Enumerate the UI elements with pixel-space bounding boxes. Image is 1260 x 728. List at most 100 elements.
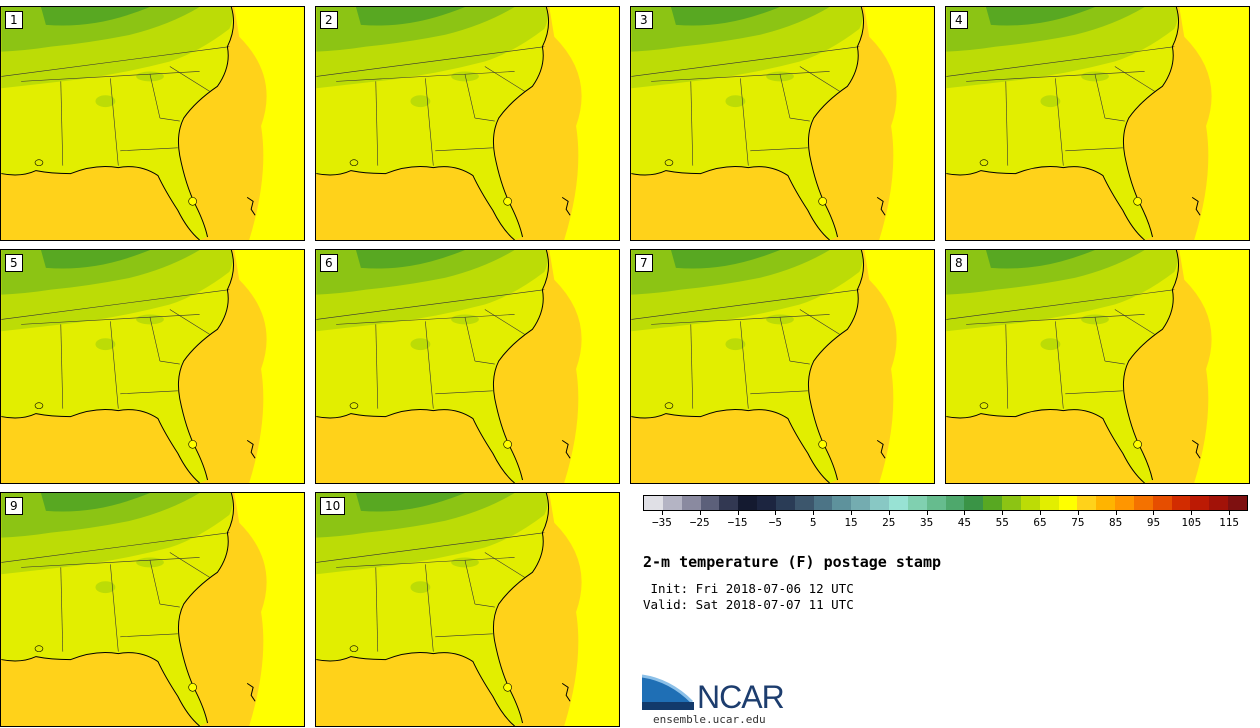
colorbar-tick bbox=[964, 511, 966, 515]
colorbar-segment bbox=[719, 496, 739, 510]
temperature-map bbox=[316, 493, 619, 726]
colorbar-segment bbox=[832, 496, 852, 510]
colorbar-tick bbox=[1040, 511, 1042, 515]
colorbar-segment bbox=[1152, 496, 1172, 510]
colorbar-tick-label: −15 bbox=[727, 516, 748, 529]
colorbar bbox=[643, 495, 1248, 511]
colorbar-segment bbox=[1058, 496, 1078, 510]
temperature-map bbox=[1, 493, 304, 726]
colorbar-segment bbox=[1209, 496, 1229, 510]
valid-time: Valid: Sat 2018-07-07 11 UTC bbox=[643, 597, 854, 612]
stamp-panel-2: 2 bbox=[315, 6, 620, 241]
colorbar-ticks: −35 −25 −15 −5 5 15 25 35 45 55 65 75 85 95 105 115 bbox=[643, 511, 1248, 531]
panel-number: 5 bbox=[5, 254, 23, 272]
stamp-panel-5: 5 bbox=[0, 249, 305, 484]
colorbar-tick-label: 45 bbox=[957, 516, 972, 529]
panel-number: 10 bbox=[320, 497, 346, 515]
colorbar-tick-label: 35 bbox=[919, 516, 934, 529]
colorbar-segment bbox=[794, 496, 814, 510]
temperature-map bbox=[1, 7, 304, 240]
temperature-map bbox=[316, 250, 619, 483]
stamp-panel-10: 10 bbox=[315, 492, 620, 727]
colorbar-tick bbox=[1002, 511, 1004, 515]
stamp-panel-1: 1 bbox=[0, 6, 305, 241]
panel-number: 8 bbox=[950, 254, 968, 272]
colorbar-segment bbox=[1096, 496, 1116, 510]
colorbar-tick bbox=[813, 511, 815, 515]
colorbar-tick bbox=[699, 511, 701, 515]
colorbar-tick bbox=[926, 511, 928, 515]
stamp-panel-4: 4 bbox=[945, 6, 1250, 241]
colorbar-segment bbox=[945, 496, 965, 510]
colorbar-tick-label: 75 bbox=[1071, 516, 1085, 529]
temperature-map bbox=[316, 7, 619, 240]
colorbar-segment bbox=[813, 496, 833, 510]
colorbar-tick bbox=[737, 511, 739, 515]
colorbar-tick bbox=[1229, 511, 1231, 515]
colorbar-segment bbox=[1002, 496, 1021, 510]
panel-number: 6 bbox=[320, 254, 338, 272]
colorbar-segment bbox=[1020, 496, 1040, 510]
colorbar-segment bbox=[1039, 496, 1059, 510]
panel-number: 7 bbox=[635, 254, 653, 272]
colorbar-tick bbox=[1191, 511, 1193, 515]
colorbar-tick bbox=[888, 511, 890, 515]
colorbar-tick-label: 115 bbox=[1219, 516, 1240, 529]
colorbar-segment bbox=[907, 496, 927, 510]
colorbar-segment bbox=[983, 496, 1003, 510]
colorbar-tick bbox=[1077, 511, 1079, 515]
colorbar-segment bbox=[1077, 496, 1097, 510]
colorbar-segment bbox=[644, 496, 663, 510]
init-time: Init: Fri 2018-07-06 12 UTC bbox=[643, 581, 854, 596]
colorbar-tick bbox=[661, 511, 663, 515]
colorbar-segment bbox=[1171, 496, 1191, 510]
stamp-panel-7: 7 bbox=[630, 249, 935, 484]
colorbar-tick bbox=[1153, 511, 1155, 515]
panel-number: 9 bbox=[5, 497, 23, 515]
colorbar-tick-label: 25 bbox=[882, 516, 896, 529]
colorbar-segment bbox=[1228, 496, 1247, 510]
panel-number: 4 bbox=[950, 11, 968, 29]
colorbar-tick-label: 95 bbox=[1146, 516, 1161, 529]
colorbar-tick-label: −5 bbox=[768, 516, 782, 529]
temperature-map bbox=[946, 7, 1249, 240]
colorbar-segment bbox=[870, 496, 889, 510]
colorbar-tick-label: −25 bbox=[689, 516, 710, 529]
ncar-logo-icon bbox=[642, 672, 697, 710]
stamp-panel-3: 3 bbox=[630, 6, 935, 241]
temperature-map bbox=[631, 7, 934, 240]
colorbar-tick-label: 65 bbox=[1033, 516, 1047, 529]
colorbar-segment bbox=[926, 496, 946, 510]
stamp-panel-9: 9 bbox=[0, 492, 305, 727]
temperature-map bbox=[631, 250, 934, 483]
stamp-panel-8: 8 bbox=[945, 249, 1250, 484]
colorbar-segment bbox=[681, 496, 701, 510]
colorbar-segment bbox=[888, 496, 908, 510]
panel-number: 1 bbox=[5, 11, 23, 29]
colorbar-segment bbox=[775, 496, 795, 510]
colorbar-segment bbox=[851, 496, 871, 510]
panel-number: 3 bbox=[635, 11, 653, 29]
logo-text: NCAR bbox=[697, 679, 785, 715]
colorbar-tick bbox=[1115, 511, 1117, 515]
colorbar-segment bbox=[700, 496, 720, 510]
panel-number: 2 bbox=[320, 11, 338, 29]
colorbar-tick bbox=[775, 511, 777, 515]
colorbar-tick-label: 55 bbox=[995, 516, 1009, 529]
colorbar-segment bbox=[1133, 496, 1153, 510]
colorbar-tick-label: 5 bbox=[809, 516, 817, 529]
colorbar-tick-label: 105 bbox=[1181, 516, 1202, 529]
temperature-map bbox=[1, 250, 304, 483]
colorbar-tick-label: −35 bbox=[651, 516, 672, 529]
stamp-panel-6: 6 bbox=[315, 249, 620, 484]
site-url: ensemble.ucar.edu bbox=[653, 713, 766, 726]
colorbar-tick-label: 85 bbox=[1109, 516, 1123, 529]
colorbar-segment bbox=[964, 496, 984, 510]
colorbar-tick-label: 15 bbox=[844, 516, 858, 529]
colorbar-segment bbox=[738, 496, 758, 510]
temperature-map bbox=[946, 250, 1249, 483]
colorbar-segment bbox=[1190, 496, 1210, 510]
colorbar-segment bbox=[662, 496, 682, 510]
colorbar-tick bbox=[850, 511, 852, 515]
colorbar-segment bbox=[757, 496, 776, 510]
